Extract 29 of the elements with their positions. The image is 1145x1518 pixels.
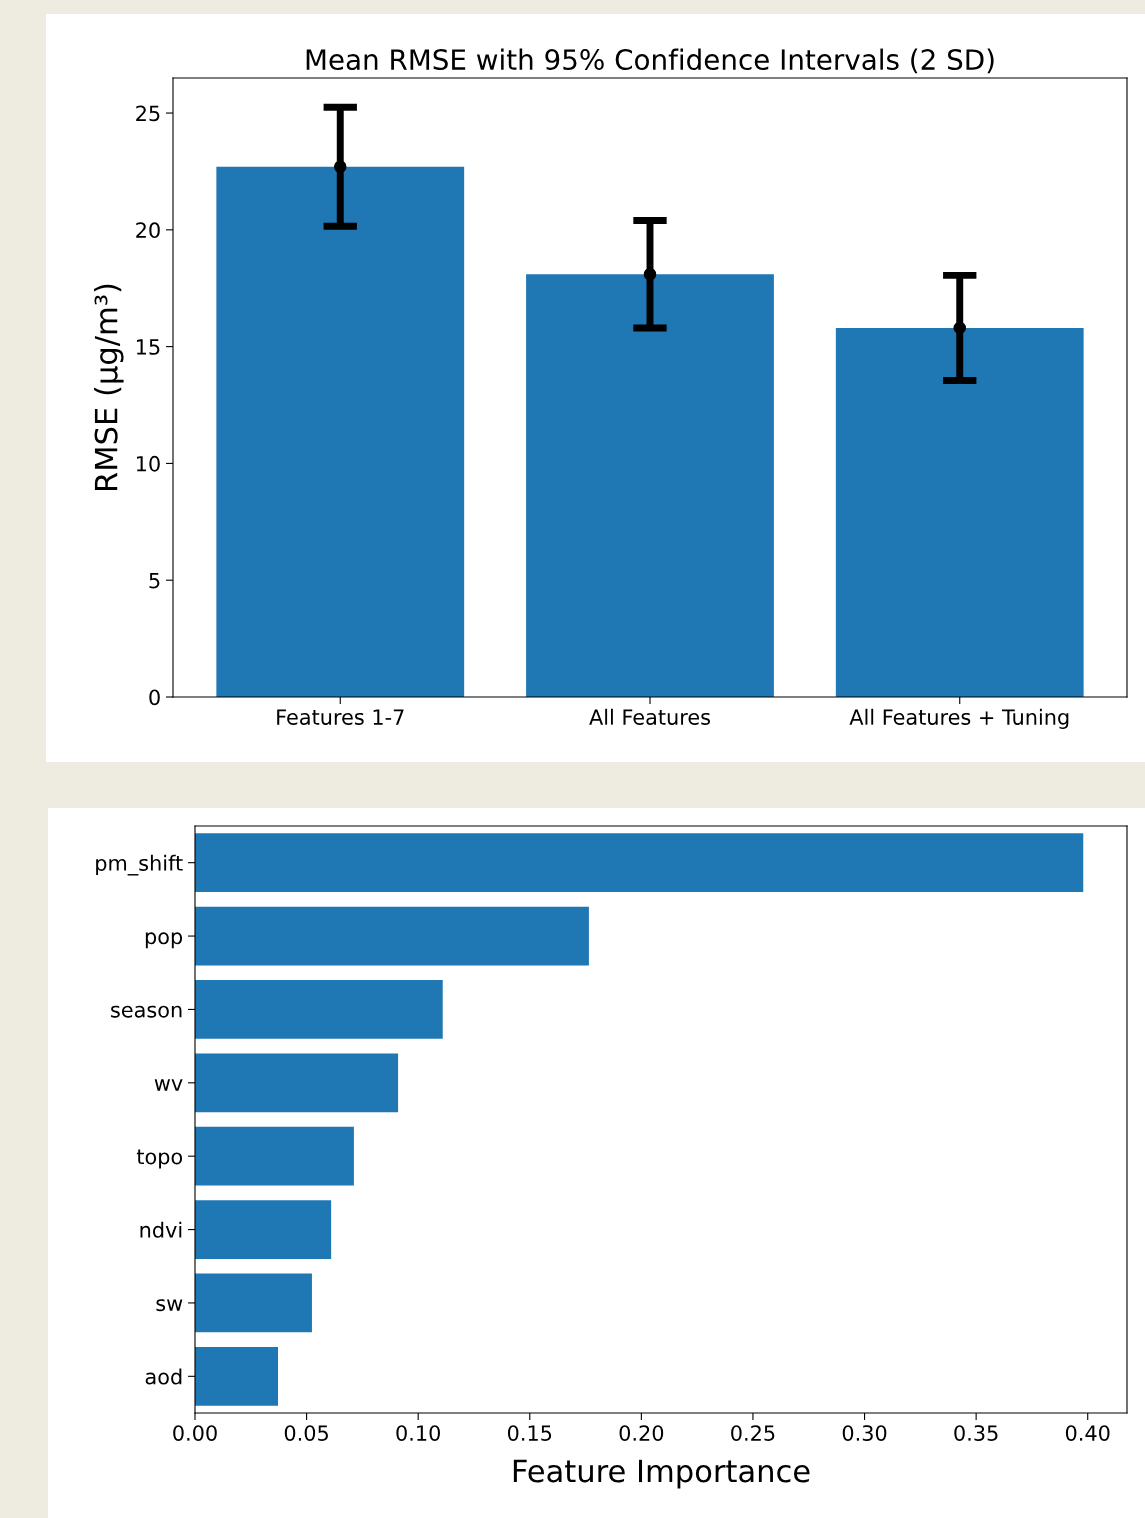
y-tick-label: season <box>111 1005 182 1018</box>
y-tick-label: 25 <box>136 105 160 122</box>
x-tick-label: 0.30 <box>842 1425 887 1441</box>
x-tick-label: All Features + Tuning <box>849 708 1069 729</box>
x-tick-label: 0.25 <box>731 1425 775 1441</box>
y-tick-label: wv <box>154 1079 183 1091</box>
x-tick-label: All Features <box>589 708 710 725</box>
y-tick-label: ndvi <box>140 1221 182 1238</box>
x-tick-label: 0.10 <box>396 1425 440 1441</box>
x-tick-label: 0.40 <box>1065 1425 1110 1441</box>
y-tick-label: 5 <box>149 572 160 589</box>
x-axis-title: Feature Importance <box>513 1459 810 1489</box>
y-tick-label: 15 <box>136 339 160 355</box>
x-tick-label: 0.20 <box>619 1425 664 1441</box>
x-tick-label: 0.00 <box>173 1425 217 1441</box>
y-tick-label: 10 <box>136 455 160 472</box>
y-tick-label: sw <box>156 1299 183 1312</box>
x-tick-label: Features 1-7 <box>277 709 404 725</box>
y-tick-label: 20 <box>136 222 160 239</box>
chart-title: Mean RMSE with 95% Confidence Intervals (2 SD) <box>306 48 994 74</box>
x-tick-label: 0.15 <box>507 1425 552 1441</box>
y-tick-label: topo <box>136 1149 183 1169</box>
y-tick-label: aod <box>145 1368 182 1385</box>
x-tick-label: 0.35 <box>954 1425 998 1441</box>
x-tick-label: 0.05 <box>284 1425 328 1441</box>
y-axis-title: RMSE (μg/m³) <box>94 284 124 490</box>
y-tick-label: pm_shift <box>96 854 183 876</box>
y-tick-label: 0 <box>149 689 160 706</box>
y-tick-label: pop <box>145 932 183 949</box>
